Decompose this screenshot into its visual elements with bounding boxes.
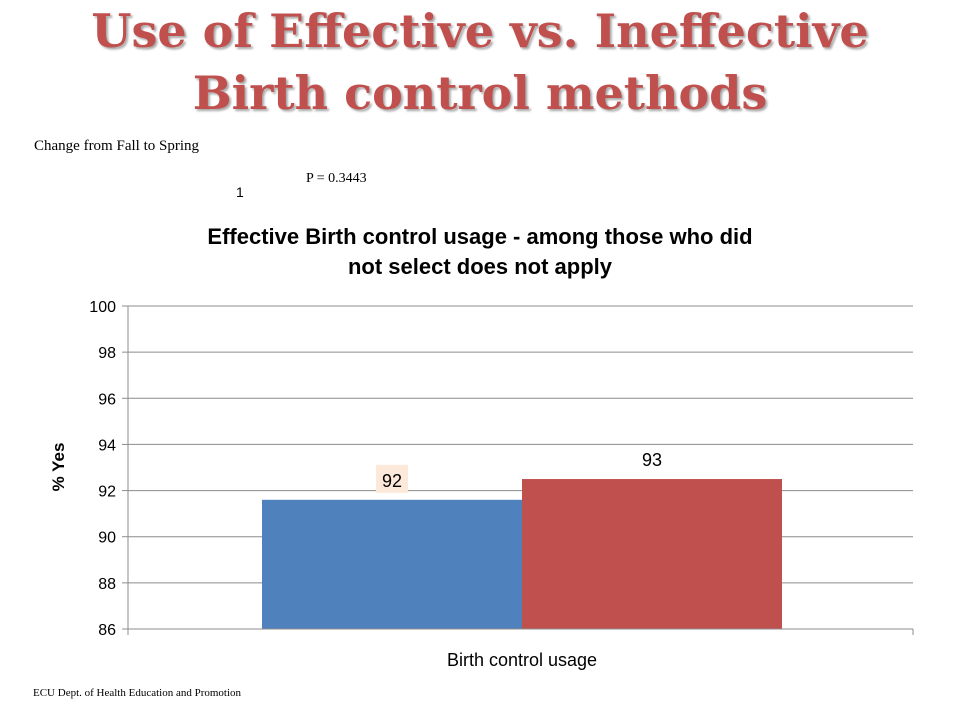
x-axis-label: Birth control usage	[447, 650, 597, 670]
bar-series-2	[522, 479, 782, 629]
data-label-background	[376, 464, 408, 493]
slide-title: Use of Effective vs. Ineffective Birth c…	[0, 0, 960, 124]
p-value: P = 0.3443	[306, 171, 367, 186]
data-label-series-1: 92	[382, 471, 402, 491]
y-tick-label: 90	[98, 530, 116, 547]
y-tick-label: 86	[98, 622, 116, 639]
slide-title-line-2: Birth control methods	[192, 66, 768, 120]
axes	[127, 306, 914, 635]
chart-title: Effective Birth control usage - among th…	[110, 222, 850, 282]
bar-series-1	[262, 499, 522, 629]
y-tick-label: 96	[98, 391, 116, 408]
y-axis-label: % Yes	[49, 443, 68, 492]
y-tick-labels: 86 88 90 92 94 96 98 100	[89, 299, 116, 639]
chart-title-line-2: not select does not apply	[347, 254, 613, 279]
marker-number: 1	[236, 184, 244, 200]
slide-title-line-1: Use of Effective vs. Ineffective	[91, 4, 869, 58]
subtitle: Change from Fall to Spring	[34, 138, 199, 154]
bars	[262, 479, 782, 629]
data-label-series-2: 93	[642, 450, 662, 470]
footer: ECU Dept. of Health Education and Promot…	[33, 687, 242, 699]
y-tick-label: 100	[89, 299, 116, 316]
data-labels: 92 93	[376, 450, 662, 493]
chart-title-line-1: Effective Birth control usage - among th…	[207, 224, 753, 249]
y-tick-label: 94	[98, 437, 116, 454]
y-tick-label: 98	[98, 345, 116, 362]
y-tick-label: 88	[98, 576, 116, 593]
y-tick-label: 92	[98, 484, 116, 501]
